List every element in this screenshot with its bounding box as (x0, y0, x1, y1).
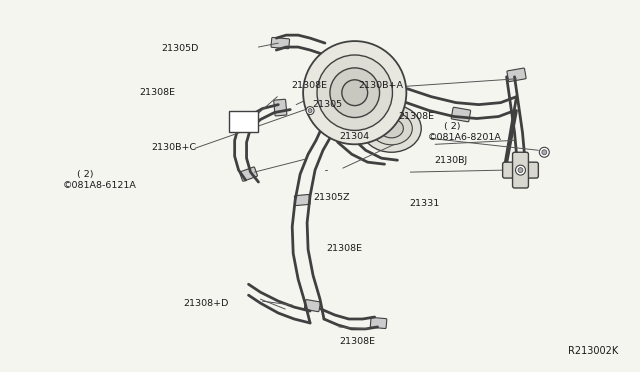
Text: 21304: 21304 (339, 132, 369, 141)
FancyBboxPatch shape (294, 195, 310, 206)
FancyBboxPatch shape (239, 167, 257, 181)
FancyBboxPatch shape (228, 110, 259, 132)
Text: 21308E: 21308E (339, 337, 375, 346)
Text: 2130B+C: 2130B+C (152, 143, 196, 152)
FancyBboxPatch shape (451, 107, 470, 122)
Circle shape (342, 80, 367, 106)
Text: 21305D: 21305D (161, 44, 198, 53)
Circle shape (518, 168, 523, 173)
Text: 21308+D: 21308+D (184, 299, 229, 308)
Circle shape (317, 55, 392, 131)
FancyBboxPatch shape (274, 99, 287, 116)
Ellipse shape (380, 119, 403, 138)
Circle shape (303, 41, 406, 144)
Text: 21331: 21331 (409, 199, 439, 208)
Text: ©081A8-6121A: ©081A8-6121A (63, 182, 136, 190)
Text: 21308E: 21308E (398, 112, 434, 121)
Circle shape (542, 150, 547, 155)
FancyBboxPatch shape (507, 68, 526, 81)
FancyBboxPatch shape (502, 162, 538, 178)
Text: ( 2): ( 2) (444, 122, 460, 131)
Ellipse shape (371, 112, 412, 145)
Circle shape (330, 68, 380, 118)
Text: 21308E: 21308E (291, 81, 328, 90)
Circle shape (306, 107, 314, 115)
Text: 2130BJ: 2130BJ (435, 155, 468, 165)
Text: 21308E: 21308E (326, 244, 362, 253)
Text: 21308E: 21308E (139, 89, 175, 97)
Circle shape (516, 165, 525, 175)
Text: ( 2): ( 2) (77, 170, 94, 179)
Text: 2130B+A: 2130B+A (358, 81, 403, 90)
Circle shape (540, 147, 549, 157)
Circle shape (308, 109, 312, 113)
Text: 21305Z: 21305Z (314, 193, 350, 202)
Ellipse shape (362, 105, 421, 152)
Text: ©081A6-8201A: ©081A6-8201A (428, 133, 502, 142)
Text: 21305: 21305 (312, 100, 342, 109)
Text: R213002K: R213002K (568, 346, 618, 356)
FancyBboxPatch shape (371, 317, 387, 328)
FancyBboxPatch shape (513, 152, 529, 188)
FancyBboxPatch shape (271, 38, 289, 49)
FancyBboxPatch shape (305, 299, 321, 312)
